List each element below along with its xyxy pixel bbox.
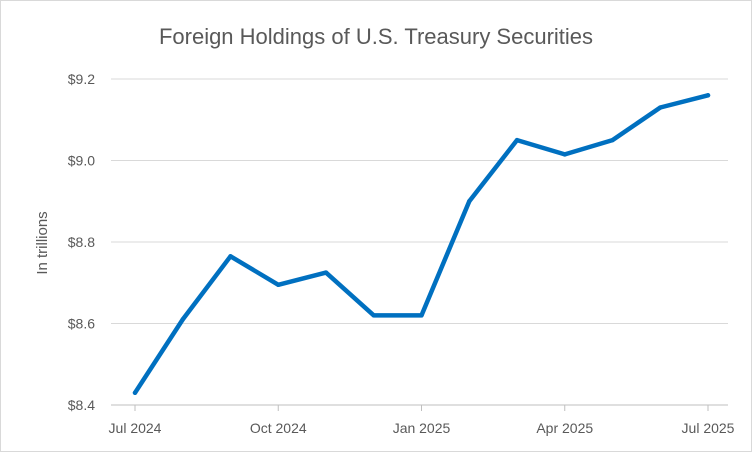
chart-title: Foreign Holdings of U.S. Treasury Securi… <box>159 24 593 49</box>
series-layer <box>132 93 711 396</box>
y-axis-ticks: $8.4 $8.6 $8.8 $9.0 $9.2 <box>68 71 95 413</box>
y-tick-label: $8.4 <box>68 397 95 413</box>
data-point <box>228 254 233 259</box>
data-point <box>323 270 329 275</box>
data-point <box>419 313 424 318</box>
y-tick-label: $9.2 <box>68 71 95 87</box>
x-tick-label: Oct 2024 <box>250 420 307 436</box>
data-point <box>610 137 615 143</box>
data-point <box>514 137 520 143</box>
x-tick-label: Apr 2025 <box>536 420 593 436</box>
data-point <box>705 93 711 98</box>
x-axis-ticks: Jul 2024 Oct 2024 Jan 2025 Apr 2025 Jul 2025 <box>109 405 735 436</box>
data-point <box>276 282 281 287</box>
data-point <box>562 152 567 157</box>
gridlines <box>111 78 728 406</box>
data-point <box>371 313 376 318</box>
y-tick-label: $9.0 <box>68 153 95 169</box>
y-tick-label: $8.8 <box>68 234 95 250</box>
data-point <box>132 390 138 395</box>
x-tick-label: Jul 2024 <box>109 420 162 436</box>
y-axis-label: In trillions <box>34 211 51 274</box>
x-tick-label: Jul 2025 <box>682 420 735 436</box>
series-line <box>132 93 711 396</box>
data-point <box>658 105 663 110</box>
x-tick-label: Jan 2025 <box>393 420 451 436</box>
data-point <box>467 199 472 204</box>
data-point <box>180 317 185 322</box>
y-tick-label: $8.6 <box>68 316 95 332</box>
